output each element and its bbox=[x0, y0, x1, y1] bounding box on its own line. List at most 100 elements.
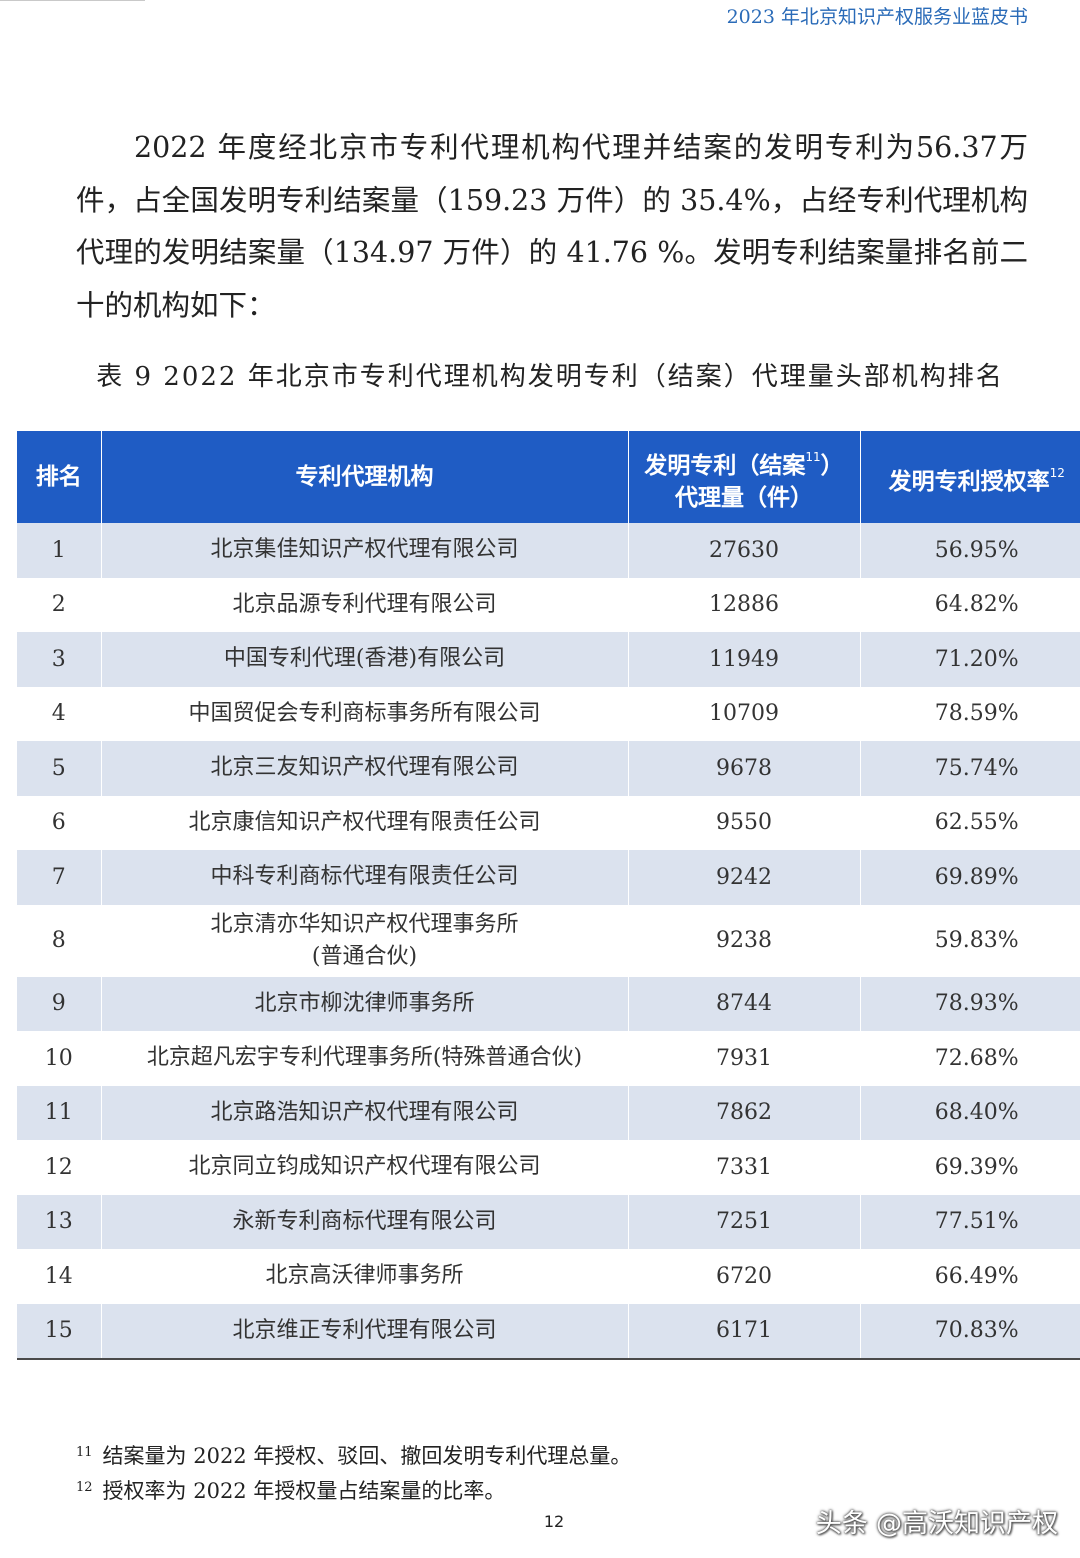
rank-cell: 6 bbox=[17, 795, 101, 850]
volume-cell: 9238 bbox=[627, 904, 860, 977]
header-volume-line1-end: ） bbox=[820, 452, 844, 479]
agency-name: 北京清亦华知识产权代理事务所 bbox=[210, 911, 519, 937]
agency-name: 北京三友知识产权代理有限公司 bbox=[210, 755, 519, 781]
agency-cell: 北京康信知识产权代理有限责任公司 bbox=[100, 795, 628, 850]
rate-cell: 68.40% bbox=[859, 1085, 1080, 1140]
table-row: 15 北京维正专利代理有限公司 6171 70.83% bbox=[17, 1303, 1080, 1360]
agency-name: 北京同立钧成知识产权代理有限公司 bbox=[188, 1154, 541, 1180]
agency-cell: 北京同立钧成知识产权代理有限公司 bbox=[100, 1140, 628, 1195]
table-row: 8 北京清亦华知识产权代理事务所 (普通合伙) 9238 59.83% bbox=[17, 904, 1080, 977]
footnote-ref-11: 11 bbox=[805, 449, 821, 464]
rank-cell: 7 bbox=[17, 850, 101, 905]
volume-cell: 9550 bbox=[627, 795, 860, 850]
agency-name-sub: (普通合伙) bbox=[311, 943, 418, 969]
volume-cell: 6720 bbox=[627, 1249, 860, 1304]
volume-cell: 9678 bbox=[627, 741, 860, 796]
footnote-number: 12 bbox=[76, 1480, 93, 1495]
header-volume-line2: 代理量（件） bbox=[675, 484, 813, 511]
agency-name: 永新专利商标代理有限公司 bbox=[232, 1208, 497, 1234]
rate-cell: 77.51% bbox=[859, 1194, 1080, 1249]
volume-cell: 8744 bbox=[627, 976, 860, 1031]
volume-cell: 11949 bbox=[627, 632, 860, 687]
volume-cell: 7931 bbox=[627, 1031, 860, 1086]
agency-name: 北京集佳知识产权代理有限公司 bbox=[210, 537, 519, 563]
header-rule bbox=[0, 0, 145, 1]
rate-cell: 75.74% bbox=[859, 741, 1080, 796]
table-row: 3 中国专利代理(香港)有限公司 11949 71.20% bbox=[17, 632, 1080, 687]
rate-cell: 69.39% bbox=[859, 1140, 1080, 1195]
agency-cell: 北京超凡宏宇专利代理事务所(特殊普通合伙) bbox=[100, 1031, 628, 1086]
rate-cell: 78.59% bbox=[859, 686, 1080, 741]
running-header: 2023 年北京知识产权服务业蓝皮书 bbox=[726, 6, 1028, 28]
footnotes: 11 结案量为 2022 年授权、驳回、撤回发明专利代理总量。 12 授权率为 20… bbox=[76, 1437, 631, 1507]
rate-cell: 62.55% bbox=[859, 795, 1080, 850]
rate-cell: 78.93% bbox=[859, 976, 1080, 1031]
agency-name: 北京品源专利代理有限公司 bbox=[232, 591, 497, 617]
agency-name: 中国贸促会专利商标事务所有限公司 bbox=[188, 700, 541, 726]
rate-cell: 69.89% bbox=[859, 850, 1080, 905]
rank-cell: 13 bbox=[17, 1194, 101, 1249]
table-row: 6 北京康信知识产权代理有限责任公司 9550 62.55% bbox=[17, 795, 1080, 850]
agency-cell: 永新专利商标代理有限公司 bbox=[100, 1194, 628, 1249]
header-volume: 发明专利（结案11） 代理量（件） bbox=[627, 431, 860, 523]
footnote-number: 11 bbox=[76, 1445, 93, 1460]
agency-name: 北京路浩知识产权代理有限公司 bbox=[210, 1099, 519, 1125]
agency-name: 中科专利商标代理有限责任公司 bbox=[210, 864, 519, 890]
agency-cell: 北京三友知识产权代理有限公司 bbox=[100, 741, 628, 796]
volume-cell: 6171 bbox=[627, 1303, 860, 1360]
header-rate-label: 发明专利授权率 bbox=[888, 468, 1050, 495]
header-volume-line1: 发明专利（结案 bbox=[644, 452, 806, 479]
agency-cell: 中国贸促会专利商标事务所有限公司 bbox=[100, 686, 628, 741]
rank-cell: 5 bbox=[17, 741, 101, 796]
volume-cell: 7862 bbox=[627, 1085, 860, 1140]
rate-cell: 70.83% bbox=[859, 1303, 1080, 1360]
watermark: 头条 @高沃知识产权 bbox=[815, 1509, 1058, 1539]
footnote-11: 11 结案量为 2022 年授权、驳回、撤回发明专利代理总量。 bbox=[76, 1437, 631, 1472]
rank-cell: 15 bbox=[17, 1303, 101, 1360]
rate-cell: 59.83% bbox=[859, 904, 1080, 977]
volume-cell: 27630 bbox=[627, 523, 860, 578]
table-row: 1 北京集佳知识产权代理有限公司 27630 56.95% bbox=[17, 523, 1080, 578]
agency-cell: 中科专利商标代理有限责任公司 bbox=[100, 850, 628, 905]
table-row: 12 北京同立钧成知识产权代理有限公司 7331 69.39% bbox=[17, 1140, 1080, 1195]
table-row: 4 中国贸促会专利商标事务所有限公司 10709 78.59% bbox=[17, 686, 1080, 741]
volume-cell: 10709 bbox=[627, 686, 860, 741]
rank-cell: 11 bbox=[17, 1085, 101, 1140]
table-row: 14 北京高沃律师事务所 6720 66.49% bbox=[17, 1249, 1080, 1304]
volume-cell: 7251 bbox=[627, 1194, 860, 1249]
footnote-12: 12 授权率为 2022 年授权量占结案量的比率。 bbox=[76, 1472, 631, 1507]
volume-cell: 7331 bbox=[627, 1140, 860, 1195]
rank-cell: 12 bbox=[17, 1140, 101, 1195]
table-row: 11 北京路浩知识产权代理有限公司 7862 68.40% bbox=[17, 1085, 1080, 1140]
rate-cell: 66.49% bbox=[859, 1249, 1080, 1304]
agency-cell: 北京集佳知识产权代理有限公司 bbox=[100, 523, 628, 578]
agency-name: 北京维正专利代理有限公司 bbox=[232, 1317, 497, 1343]
agency-name: 中国专利代理(香港)有限公司 bbox=[223, 646, 506, 672]
rank-cell: 10 bbox=[17, 1031, 101, 1086]
agency-name: 北京高沃律师事务所 bbox=[265, 1263, 464, 1289]
rate-cell: 56.95% bbox=[859, 523, 1080, 578]
rank-cell: 14 bbox=[17, 1249, 101, 1304]
rank-cell: 2 bbox=[17, 577, 101, 632]
rank-cell: 3 bbox=[17, 632, 101, 687]
table-row: 2 北京品源专利代理有限公司 12886 64.82% bbox=[17, 577, 1080, 632]
rank-cell: 9 bbox=[17, 976, 101, 1031]
agency-cell: 北京品源专利代理有限公司 bbox=[100, 577, 628, 632]
agency-cell: 北京高沃律师事务所 bbox=[100, 1249, 628, 1304]
rate-cell: 72.68% bbox=[859, 1031, 1080, 1086]
agency-name: 北京超凡宏宇专利代理事务所(特殊普通合伙) bbox=[146, 1045, 583, 1071]
rank-cell: 8 bbox=[17, 904, 101, 977]
intro-paragraph: 2022 年度经北京市专利代理机构代理并结案的发明专利为56.37万件，占全国发… bbox=[76, 131, 1028, 322]
agency-cell: 北京市柳沈律师事务所 bbox=[100, 976, 628, 1031]
header-rank: 排名 bbox=[17, 431, 101, 523]
footnote-ref-12: 12 bbox=[1049, 465, 1065, 480]
rate-cell: 71.20% bbox=[859, 632, 1080, 687]
agency-name: 北京市柳沈律师事务所 bbox=[254, 990, 475, 1016]
table-header-row: 排名 专利代理机构 发明专利（结案11） 代理量（件） 发明专利授权率12 bbox=[17, 431, 1080, 523]
rate-cell: 64.82% bbox=[859, 577, 1080, 632]
header-agency: 专利代理机构 bbox=[100, 431, 628, 523]
header-rate: 发明专利授权率12 bbox=[859, 431, 1080, 523]
page-number: 12 bbox=[543, 1512, 565, 1531]
agency-cell: 北京维正专利代理有限公司 bbox=[100, 1303, 628, 1360]
